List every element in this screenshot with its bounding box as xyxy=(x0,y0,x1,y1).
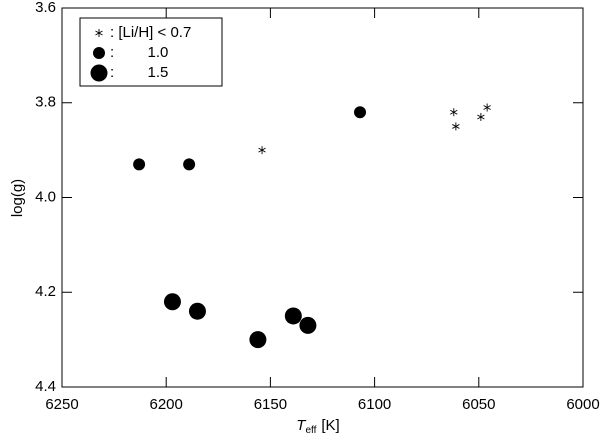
asterisk-stroke xyxy=(477,114,485,120)
x-tick-label: 6200 xyxy=(150,396,183,413)
x-label-unit: [K] xyxy=(321,417,339,434)
asterisk-stroke xyxy=(258,147,266,153)
y-tick-label: 4.2 xyxy=(35,283,56,300)
point xyxy=(188,302,206,320)
point xyxy=(183,158,196,171)
asterisk-stroke xyxy=(483,105,491,110)
point xyxy=(93,47,105,59)
point xyxy=(163,293,181,311)
x-tick-label: 6000 xyxy=(566,396,599,413)
legend-box xyxy=(79,17,223,87)
x-label-main: T xyxy=(296,417,307,434)
point xyxy=(299,316,317,334)
legend-label: : 1.0 xyxy=(110,44,168,61)
x-tick-label: 6050 xyxy=(462,396,495,413)
y-tick-label: 3.8 xyxy=(35,94,56,111)
legend-label: : [Li/H] < 0.7 xyxy=(110,24,191,41)
asterisk-stroke xyxy=(450,109,458,115)
x-axis-label: Teff [K] xyxy=(296,417,339,436)
x-tick-label: 6150 xyxy=(254,396,287,413)
asterisk-stroke xyxy=(452,124,460,129)
point xyxy=(477,112,485,121)
y-axis-label: log(g) xyxy=(9,179,26,217)
y-tick-label: 4.4 xyxy=(35,378,56,395)
x-tick-label: 6100 xyxy=(358,396,391,413)
point xyxy=(258,146,266,155)
y-tick-label: 4.0 xyxy=(35,188,56,205)
x-label-sub: eff xyxy=(305,425,316,436)
point xyxy=(354,106,367,119)
point xyxy=(90,64,108,82)
point xyxy=(133,158,146,171)
point xyxy=(95,29,103,37)
point xyxy=(450,108,458,117)
point xyxy=(452,122,460,131)
point xyxy=(483,103,491,112)
point xyxy=(284,307,302,325)
y-tick-label: 3.6 xyxy=(35,0,56,16)
point xyxy=(249,331,267,349)
asterisk-stroke xyxy=(95,30,103,36)
x-tick-label: 6250 xyxy=(45,396,78,413)
legend-label: : 1.5 xyxy=(110,64,168,81)
